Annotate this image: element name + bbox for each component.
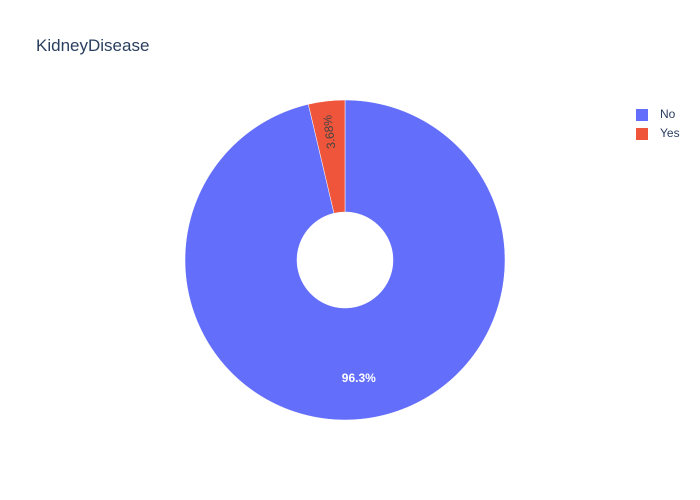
slice-yes[interactable]	[308, 99, 346, 214]
slice-label-no: 96.3%	[342, 371, 376, 385]
legend-swatch-no	[636, 109, 648, 121]
legend-label-yes: Yes	[660, 126, 680, 140]
slice-no[interactable]	[184, 99, 506, 421]
legend-item-yes[interactable]: Yes	[636, 126, 680, 140]
chart-title: KidneyDisease	[36, 36, 149, 55]
slice-label-yes: 3.68%	[320, 114, 338, 150]
slices-group	[184, 99, 506, 421]
legend-item-no[interactable]: No	[636, 107, 676, 121]
legend[interactable]: No Yes	[636, 107, 680, 140]
legend-label-no: No	[660, 107, 676, 121]
slice-labels-group: 96.3% 3.68%	[320, 114, 376, 385]
legend-swatch-yes	[636, 128, 648, 140]
